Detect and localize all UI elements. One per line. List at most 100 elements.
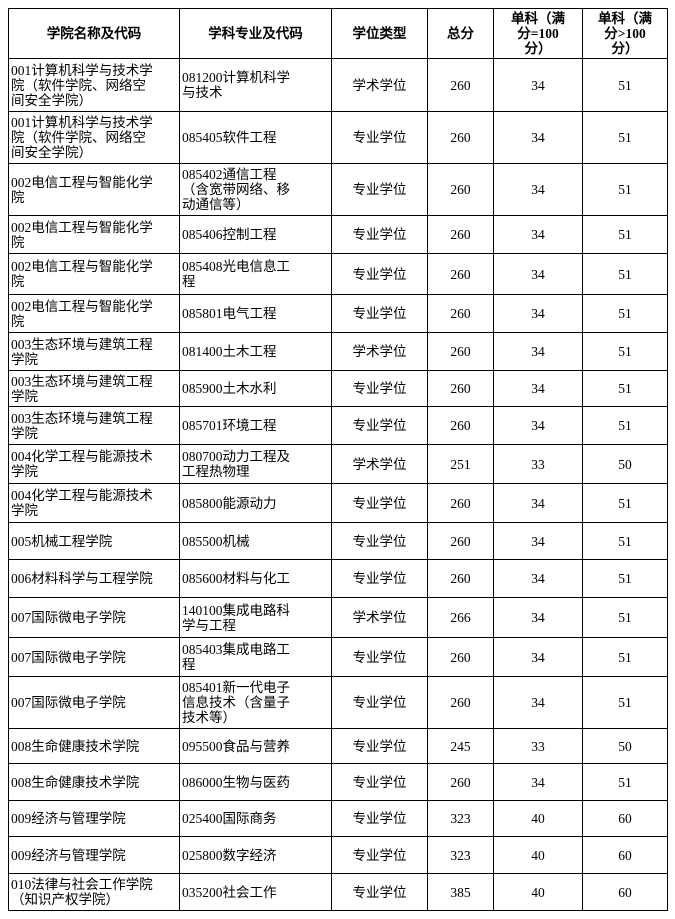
table-row: 007国际微电子学院 140100集成电路科 学与工程 学术学位 266 34 51 bbox=[8, 597, 668, 638]
cell-degree-type: 专业学位 bbox=[331, 163, 428, 216]
cell-degree-type: 专业学位 bbox=[331, 294, 428, 333]
cell-subject-over-100: 51 bbox=[582, 406, 668, 445]
cell-subject-over-100: 51 bbox=[582, 111, 668, 164]
cell-subject-max-100: 34 bbox=[493, 58, 583, 112]
table-row: 009经济与管理学院 025800数字经济 专业学位 323 40 60 bbox=[8, 836, 668, 874]
table-row: 002电信工程与智能化学 院 085402通信工程 （含宽带网络、移 动通信等）专… bbox=[8, 163, 668, 216]
cell-major-name-code: 085801电气工程 bbox=[179, 294, 332, 333]
cell-major-name-code: 085408光电信息工 程 bbox=[179, 253, 332, 295]
header-subject-max-100: 单科（满 分=100 分） bbox=[493, 8, 583, 59]
cell-total-score: 260 bbox=[427, 294, 494, 333]
cell-subject-over-100: 51 bbox=[582, 559, 668, 598]
cell-college-name-code: 001计算机科学与技术学 院（软件学院、网络空 间安全学院） bbox=[8, 58, 180, 112]
cell-subject-over-100: 60 bbox=[582, 836, 668, 874]
cell-subject-max-100: 34 bbox=[493, 597, 583, 638]
table-row: 007国际微电子学院 085403集成电路工 程专业学位 260 34 51 bbox=[8, 637, 668, 677]
cell-degree-type: 专业学位 bbox=[331, 763, 428, 801]
cell-degree-type: 专业学位 bbox=[331, 483, 428, 523]
cell-subject-max-100: 40 bbox=[493, 873, 583, 911]
cell-total-score: 260 bbox=[427, 637, 494, 677]
cell-subject-max-100: 34 bbox=[493, 406, 583, 445]
cell-total-score: 266 bbox=[427, 597, 494, 638]
cell-major-name-code: 085401新一代电子 信息技术（含量子 技术等） bbox=[179, 676, 332, 729]
cell-total-score: 251 bbox=[427, 444, 494, 484]
cell-subject-max-100: 34 bbox=[493, 163, 583, 216]
cell-degree-type: 专业学位 bbox=[331, 370, 428, 407]
cell-college-name-code: 008生命健康技术学院 bbox=[8, 728, 180, 764]
table-row: 001计算机科学与技术学 院（软件学院、网络空 间安全学院） 085405软件工程… bbox=[8, 111, 668, 164]
cell-subject-over-100: 60 bbox=[582, 873, 668, 911]
cell-total-score: 260 bbox=[427, 370, 494, 407]
cell-subject-over-100: 51 bbox=[582, 332, 668, 371]
cell-degree-type: 专业学位 bbox=[331, 215, 428, 254]
cell-college-name-code: 008生命健康技术学院 bbox=[8, 763, 180, 801]
cell-major-name-code: 085403集成电路工 程 bbox=[179, 637, 332, 677]
cell-subject-over-100: 51 bbox=[582, 215, 668, 254]
cell-major-name-code: 035200社会工作 bbox=[179, 873, 332, 911]
table-row: 003生态环境与建筑工程 学院 081400土木工程 学术学位 260 34 51 bbox=[8, 332, 668, 371]
table-row: 006材料科学与工程学院 085600材料与化工 专业学位 260 34 51 bbox=[8, 559, 668, 598]
header-degree-type: 学位类型 bbox=[331, 8, 428, 59]
table-row: 004化学工程与能源技术 学院 085800能源动力 专业学位 260 34 51 bbox=[8, 483, 668, 523]
cell-college-name-code: 001计算机科学与技术学 院（软件学院、网络空 间安全学院） bbox=[8, 111, 180, 164]
cell-degree-type: 专业学位 bbox=[331, 406, 428, 445]
cell-degree-type: 专业学位 bbox=[331, 111, 428, 164]
cell-subject-max-100: 34 bbox=[493, 676, 583, 729]
cell-subject-over-100: 51 bbox=[582, 763, 668, 801]
cell-college-name-code: 002电信工程与智能化学 院 bbox=[8, 215, 180, 254]
cell-subject-over-100: 51 bbox=[582, 522, 668, 560]
cell-major-name-code: 085500机械 bbox=[179, 522, 332, 560]
table-row: 010法律与社会工作学院 （知识产权学院） 035200社会工作 专业学位 385 40… bbox=[8, 873, 668, 911]
cell-major-name-code: 025800数字经济 bbox=[179, 836, 332, 874]
cell-total-score: 260 bbox=[427, 676, 494, 729]
cell-total-score: 385 bbox=[427, 873, 494, 911]
cell-total-score: 260 bbox=[427, 559, 494, 598]
header-subject-over-100: 单科（满 分>100 分） bbox=[582, 8, 668, 59]
table-header: 学院名称及代码 学科专业及代码 学位类型 总分 单科（满 分=100 分） 单科… bbox=[8, 8, 668, 59]
cell-major-name-code: 086000生物与医药 bbox=[179, 763, 332, 801]
table-row: 002电信工程与智能化学 院 085408光电信息工 程专业学位 260 34 51 bbox=[8, 253, 668, 295]
header-total-score: 总分 bbox=[427, 8, 494, 59]
cell-subject-max-100: 34 bbox=[493, 111, 583, 164]
table-row: 005机械工程学院 085500机械 专业学位 260 34 51 bbox=[8, 522, 668, 560]
cell-total-score: 260 bbox=[427, 58, 494, 112]
cell-college-name-code: 007国际微电子学院 bbox=[8, 637, 180, 677]
cell-college-name-code: 004化学工程与能源技术 学院 bbox=[8, 483, 180, 523]
cell-major-name-code: 085600材料与化工 bbox=[179, 559, 332, 598]
cell-college-name-code: 003生态环境与建筑工程 学院 bbox=[8, 406, 180, 445]
cell-total-score: 245 bbox=[427, 728, 494, 764]
cell-major-name-code: 081200计算机科学 与技术 bbox=[179, 58, 332, 112]
cell-major-name-code: 085402通信工程 （含宽带网络、移 动通信等） bbox=[179, 163, 332, 216]
cell-subject-max-100: 34 bbox=[493, 253, 583, 295]
cell-total-score: 260 bbox=[427, 111, 494, 164]
cell-degree-type: 专业学位 bbox=[331, 559, 428, 598]
cell-total-score: 260 bbox=[427, 522, 494, 560]
cell-total-score: 323 bbox=[427, 836, 494, 874]
cell-subject-max-100: 34 bbox=[493, 559, 583, 598]
cell-degree-type: 专业学位 bbox=[331, 836, 428, 874]
cell-subject-over-100: 51 bbox=[582, 58, 668, 112]
cell-subject-over-100: 51 bbox=[582, 637, 668, 677]
cell-total-score: 260 bbox=[427, 215, 494, 254]
cell-subject-max-100: 34 bbox=[493, 637, 583, 677]
table-row: 002电信工程与智能化学 院 085406控制工程 专业学位 260 34 51 bbox=[8, 215, 668, 254]
cell-degree-type: 学术学位 bbox=[331, 332, 428, 371]
table-row: 008生命健康技术学院 095500食品与营养 专业学位 245 33 50 bbox=[8, 728, 668, 764]
cell-major-name-code: 081400土木工程 bbox=[179, 332, 332, 371]
cell-total-score: 260 bbox=[427, 406, 494, 445]
cell-college-name-code: 005机械工程学院 bbox=[8, 522, 180, 560]
cell-total-score: 260 bbox=[427, 483, 494, 523]
table-row: 007国际微电子学院 085401新一代电子 信息技术（含量子 技术等） 专业学位 2… bbox=[8, 676, 668, 729]
table-row: 001计算机科学与技术学 院（软件学院、网络空 间安全学院） 081200计算机科… bbox=[8, 58, 668, 112]
cell-college-name-code: 006材料科学与工程学院 bbox=[8, 559, 180, 598]
cell-degree-type: 学术学位 bbox=[331, 597, 428, 638]
cell-college-name-code: 010法律与社会工作学院 （知识产权学院） bbox=[8, 873, 180, 911]
table-row: 003生态环境与建筑工程 学院 085900土木水利 专业学位 260 34 51 bbox=[8, 370, 668, 407]
table-row: 002电信工程与智能化学 院 085801电气工程 专业学位 260 34 51 bbox=[8, 294, 668, 333]
cell-college-name-code: 007国际微电子学院 bbox=[8, 597, 180, 638]
cell-degree-type: 专业学位 bbox=[331, 728, 428, 764]
cell-total-score: 260 bbox=[427, 763, 494, 801]
cell-college-name-code: 004化学工程与能源技术 学院 bbox=[8, 444, 180, 484]
cell-college-name-code: 003生态环境与建筑工程 学院 bbox=[8, 370, 180, 407]
cell-major-name-code: 085800能源动力 bbox=[179, 483, 332, 523]
